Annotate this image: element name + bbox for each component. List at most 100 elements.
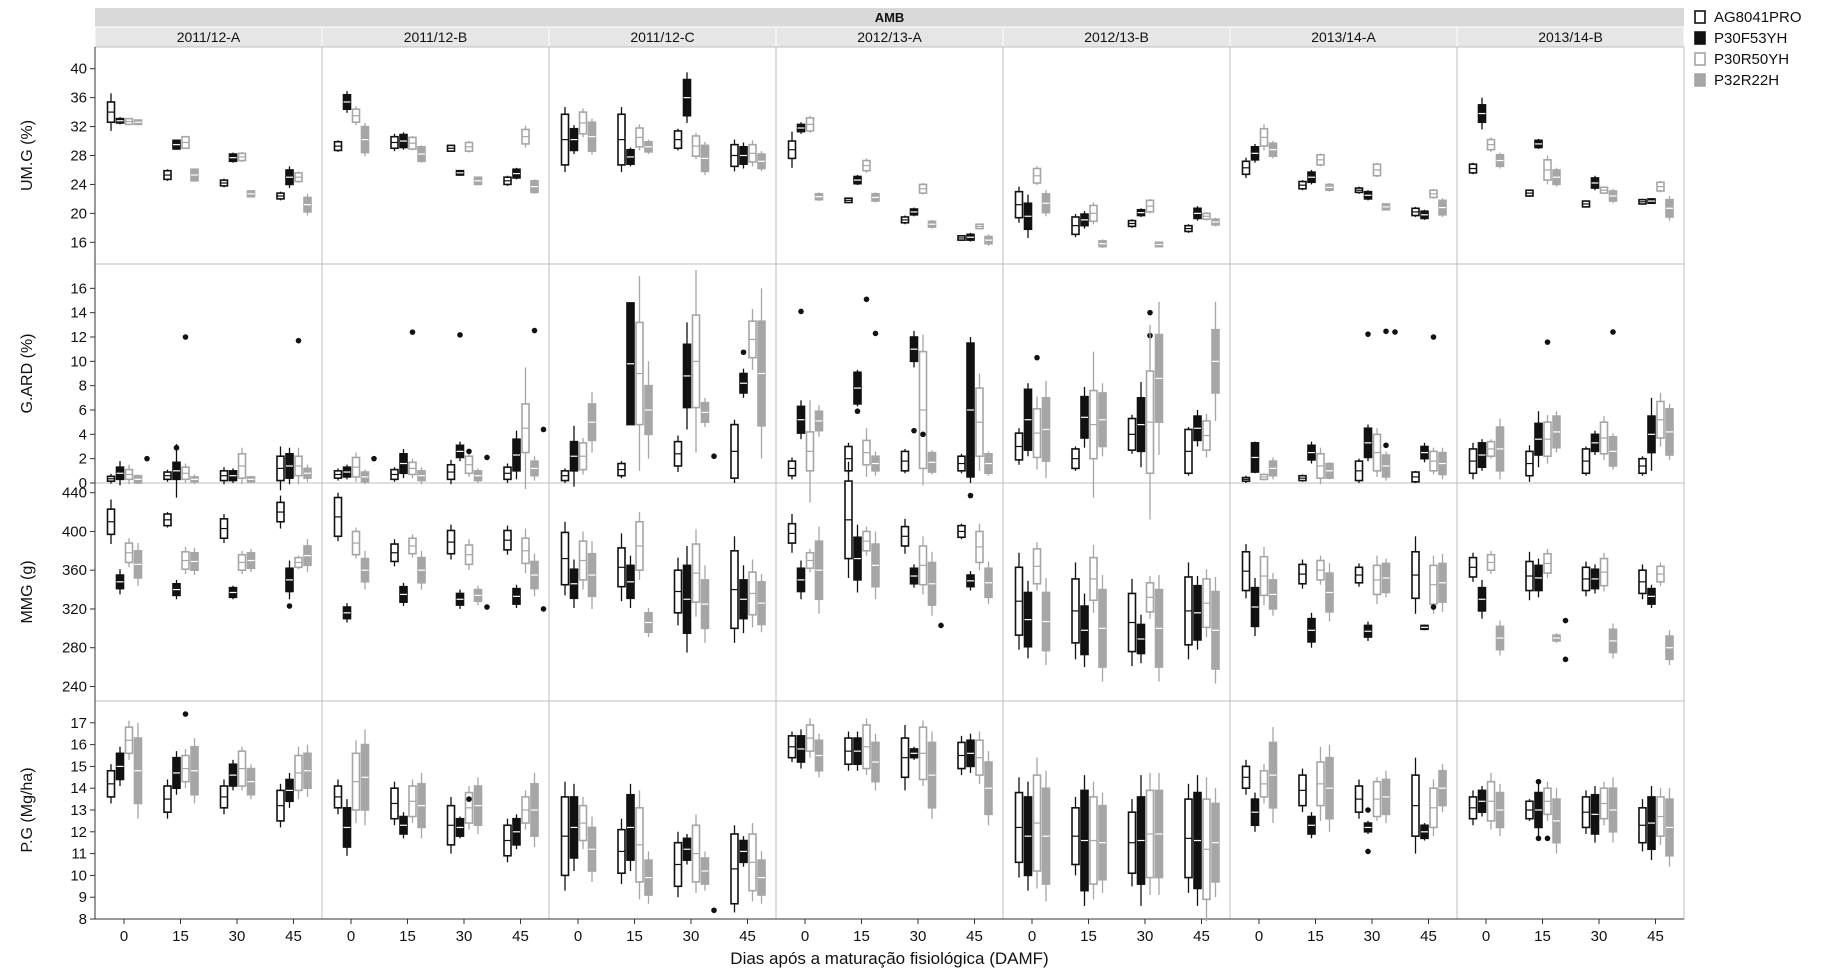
strip-amb-bg (95, 8, 1684, 27)
outlier-point (182, 334, 189, 340)
y-tick-label: 8 (79, 378, 87, 395)
legend-swatch (1694, 52, 1706, 66)
x-tick-label: 0 (801, 928, 809, 945)
outlier-point (711, 453, 717, 460)
legend-swatch (1694, 31, 1706, 45)
outlier-point (1383, 328, 1389, 335)
outlier-point (531, 327, 538, 334)
y-tick-label: 360 (62, 562, 87, 579)
outlier-point (1430, 604, 1437, 610)
outlier-point (1562, 656, 1569, 663)
panel-frame (1229, 700, 1458, 920)
y-tick-label: 16 (70, 234, 87, 251)
outlier-point (863, 296, 870, 303)
y-axis-label: UM.G (%) (19, 120, 36, 191)
y-tick-label: 0 (79, 475, 87, 492)
panel-frame (1229, 46, 1458, 265)
y-tick-label: 14 (70, 780, 87, 797)
y-tick-label: 32 (70, 119, 87, 136)
x-tick-label: 45 (512, 928, 529, 945)
x-tick-label: 0 (120, 928, 128, 945)
outlier-point (457, 332, 463, 338)
outlier-point (466, 448, 472, 455)
y-tick-label: 9 (79, 889, 87, 906)
y-axis-label: MMG (g) (19, 560, 36, 623)
panel-frame (775, 482, 1004, 702)
outlier-point (1610, 329, 1616, 335)
y-tick-label: 36 (70, 90, 87, 107)
y-tick-label: 12 (70, 329, 87, 346)
x-tick-label: 30 (456, 928, 473, 945)
strip-panel-label: 2013/14-B (1538, 29, 1603, 45)
outlier-point (911, 427, 917, 434)
outlier-point (1365, 331, 1371, 337)
y-tick-label: 17 (70, 715, 87, 732)
outlier-point (938, 622, 944, 629)
panel-frame (1229, 263, 1458, 484)
x-tick-label: 30 (910, 928, 927, 945)
y-tick-label: 16 (70, 737, 87, 754)
y-tick-label: 13 (70, 802, 87, 819)
outlier-point (286, 603, 293, 609)
y-tick-label: 12 (70, 824, 87, 841)
outlier-point (1034, 354, 1040, 361)
y-tick-label: 11 (71, 846, 87, 863)
x-tick-label: 30 (229, 928, 246, 945)
y-tick-label: 10 (70, 867, 87, 884)
y-tick-label: 240 (62, 678, 87, 695)
legend-swatch (1694, 10, 1706, 24)
outlier-point (1535, 835, 1542, 842)
outlier-point (872, 330, 879, 337)
outlier-point (182, 711, 189, 717)
box-marks (106, 72, 1674, 922)
y-axis-label: P.G (Mg/ha) (19, 767, 36, 852)
outlier-point (371, 455, 377, 462)
x-tick-label: 0 (1482, 928, 1490, 945)
strip-panel-label: 2013/14-A (1311, 29, 1376, 45)
y-tick-label: 16 (70, 280, 87, 297)
outlier-point (1544, 339, 1551, 345)
x-tick-label: 30 (1591, 928, 1608, 945)
x-tick-label: 45 (1420, 928, 1437, 945)
outlier-point (920, 431, 926, 438)
outlier-point (173, 444, 180, 451)
legend-label: P30R50YH (1714, 51, 1789, 68)
y-tick-label: 14 (70, 305, 87, 322)
outlier-point (540, 426, 547, 433)
outlier-point (1535, 778, 1542, 785)
outlier-point (1430, 334, 1437, 340)
x-axis-label: Dias após a maturação fisiológica (DAMF) (730, 949, 1048, 968)
y-tick-label: 28 (70, 148, 87, 165)
legend: AG8041PRO P30F53YH P30R50YH P32R22H (1694, 9, 1802, 89)
strip-panel-label: 2011/12-C (630, 29, 694, 45)
x-tick-label: 45 (739, 928, 756, 945)
y-tick-label: 15 (70, 758, 87, 775)
y-tick-label: 320 (62, 601, 87, 618)
legend-label: P30F53YH (1714, 30, 1787, 47)
x-tick-label: 30 (1364, 928, 1381, 945)
outlier-point (466, 796, 472, 802)
panel-frame (321, 263, 550, 484)
y-tick-label: 24 (70, 176, 87, 193)
strip-panel-label: 2011/12-A (177, 29, 241, 45)
outlier-point (144, 455, 150, 462)
outlier-point (484, 454, 490, 461)
x-tick-label: 0 (1255, 928, 1263, 945)
outlier-point (798, 308, 804, 315)
strip-panel-label: 2011/12-B (404, 29, 468, 45)
legend-swatch (1694, 73, 1706, 87)
outlier-point (540, 606, 547, 612)
legend-label: AG8041PRO (1714, 9, 1802, 26)
y-tick-label: 4 (79, 426, 87, 443)
panel-frame (321, 46, 550, 265)
outlier-point (711, 907, 717, 914)
panel-strips: AMB 2011/12-A 2011/12-B 2011/12-C 2012/13-A 2… (94, 8, 1685, 48)
y-tick-label: 400 (62, 523, 87, 540)
y-tick-label: 280 (62, 640, 87, 657)
y-tick-label: 8 (79, 911, 87, 928)
x-tick-label: 15 (399, 928, 416, 945)
panel-frame (1002, 46, 1231, 265)
outlier-point (1365, 848, 1371, 855)
